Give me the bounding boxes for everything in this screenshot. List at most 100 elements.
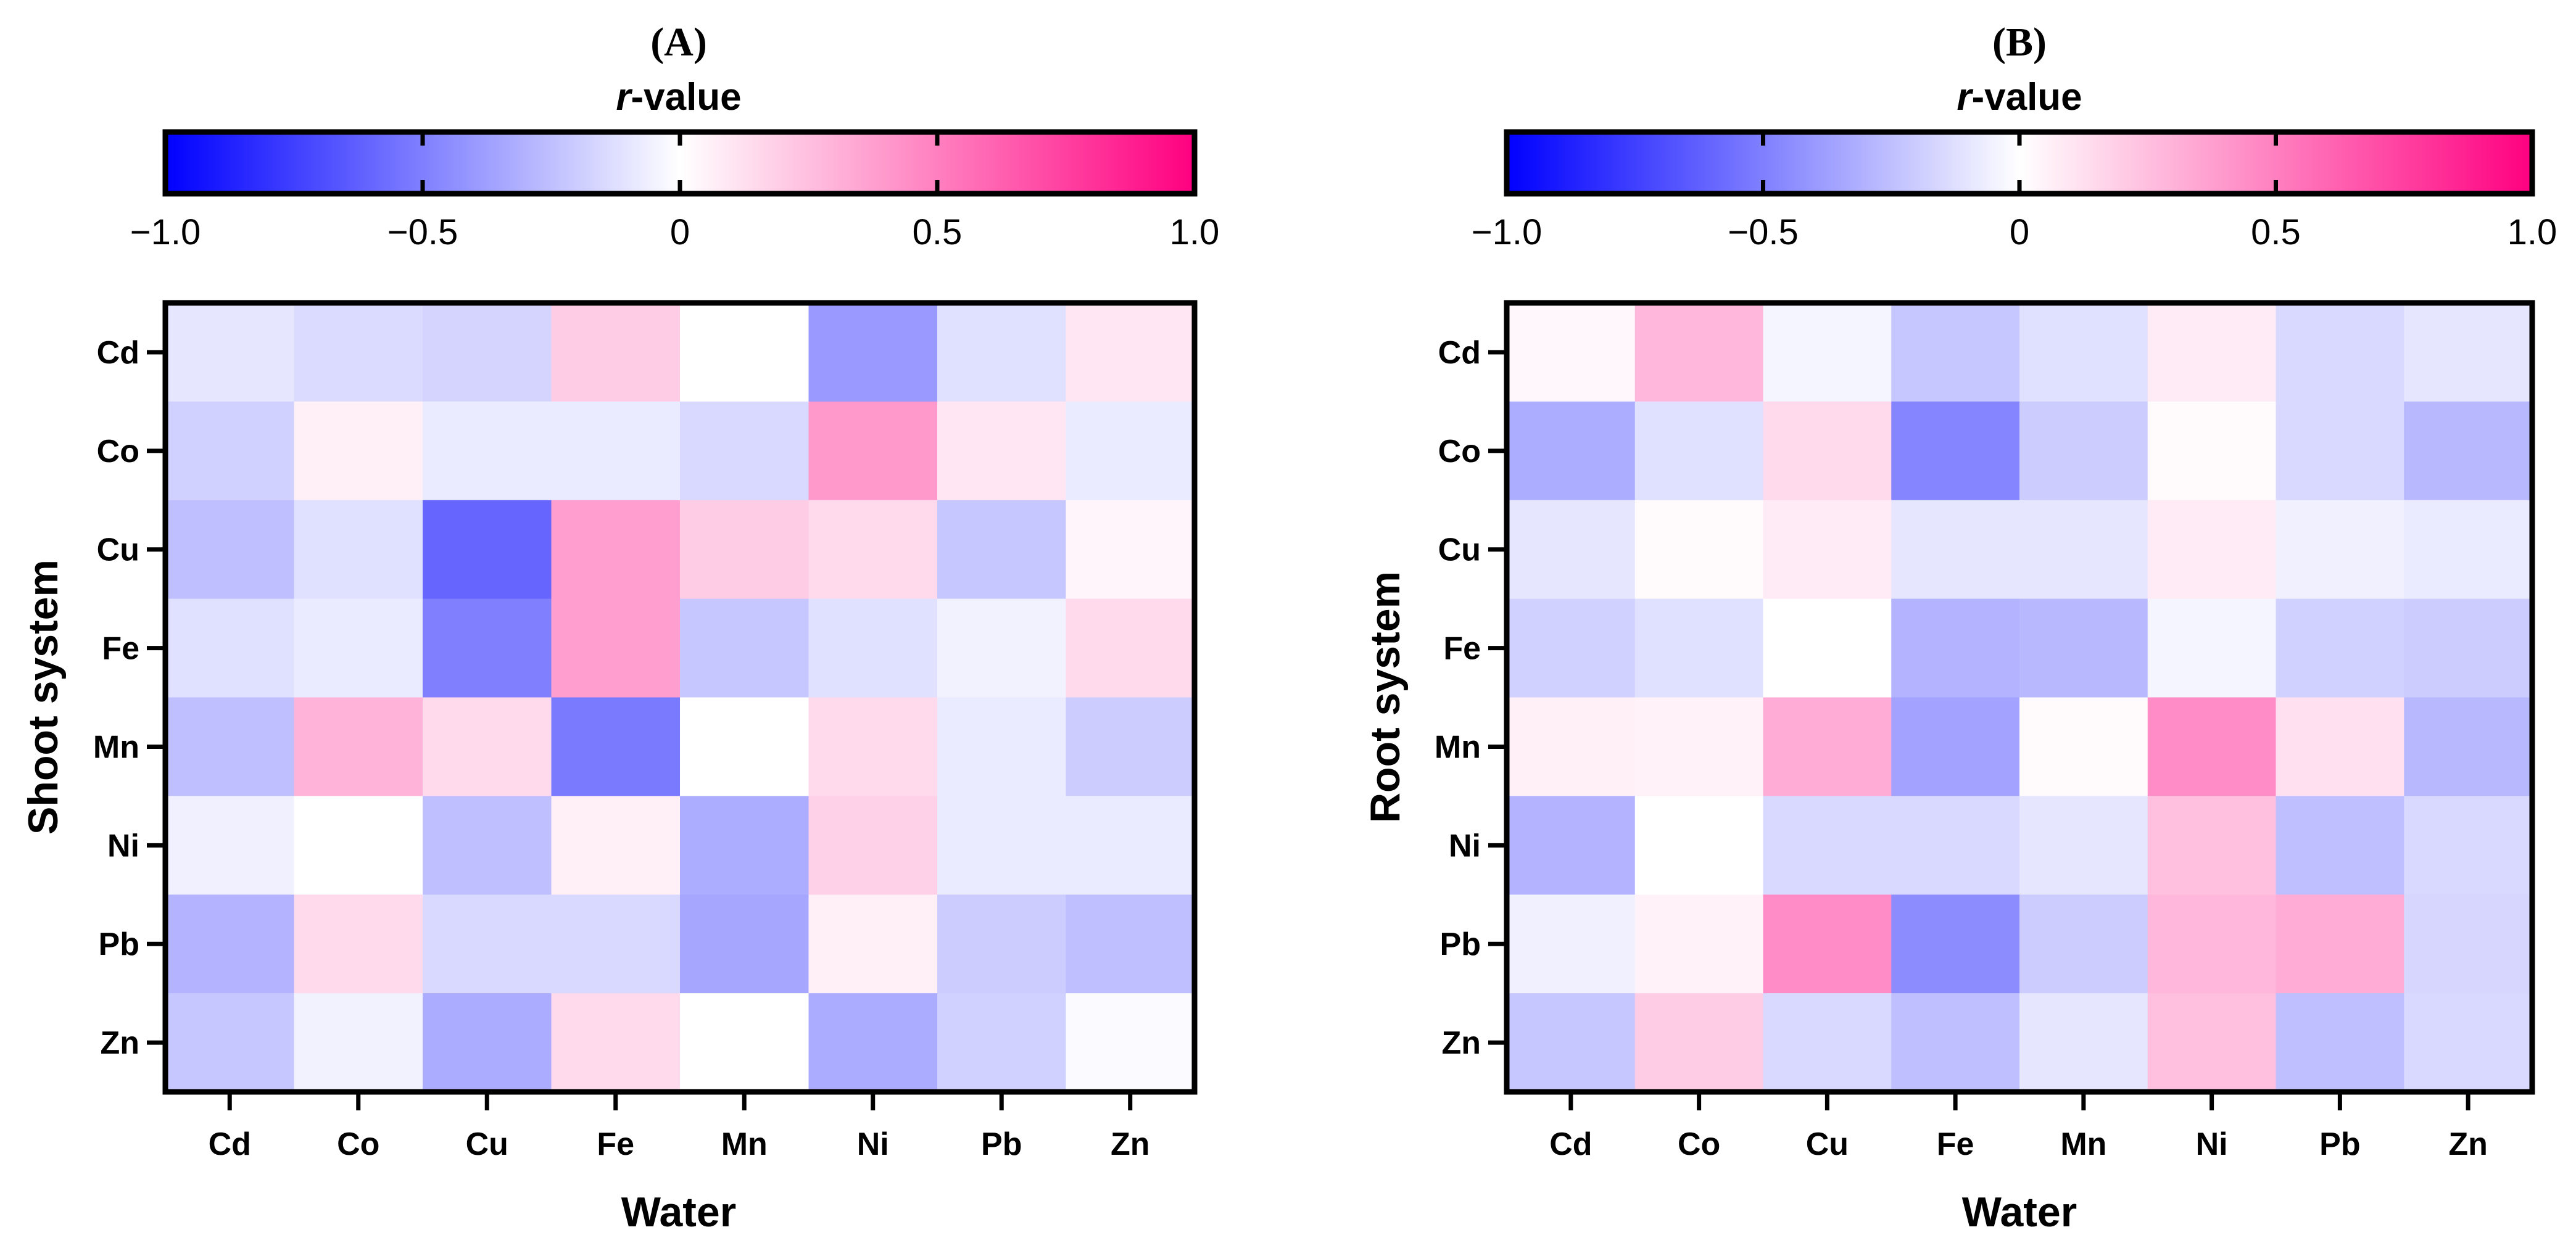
heatmap-cell xyxy=(808,401,938,501)
heatmap-cell xyxy=(294,796,423,895)
heatmap-cell xyxy=(2276,500,2404,600)
heatmap-cell xyxy=(1507,598,1636,698)
colorbar-tick-label: 0.5 xyxy=(2251,212,2301,252)
y-tick-label: Mn xyxy=(93,729,139,765)
heatmap-cell xyxy=(808,500,938,600)
x-tick-label: Zn xyxy=(2448,1126,2488,1162)
heatmap-cell xyxy=(2404,598,2533,698)
heatmap-cell xyxy=(2019,500,2148,600)
heatmap-cell xyxy=(2019,894,2148,994)
heatmap-cell xyxy=(2019,993,2148,1092)
heatmap-cell xyxy=(551,697,681,796)
heatmap-cell xyxy=(423,598,552,698)
heatmap-cell xyxy=(808,697,938,796)
heatmap-cell xyxy=(2019,796,2148,895)
heatmap-cell xyxy=(1634,993,1764,1092)
heatmap-cell xyxy=(551,894,681,994)
heatmap-cell xyxy=(1891,697,2020,796)
heatmap-cell xyxy=(1634,697,1764,796)
colorbar-tick-label: −1.0 xyxy=(1472,212,1543,252)
x-tick-label: Zn xyxy=(1111,1126,1150,1162)
y-tick-label: Ni xyxy=(107,828,139,864)
heatmap-cell xyxy=(165,500,295,600)
heatmap-cell xyxy=(680,303,810,402)
heatmap-cell xyxy=(1891,993,2020,1092)
heatmap-cell xyxy=(2019,401,2148,501)
heatmap-cell xyxy=(294,598,423,698)
heatmap-cell xyxy=(165,697,295,796)
heatmap-cell xyxy=(1066,401,1195,501)
heatmap-cell xyxy=(551,796,681,895)
heatmap-cell xyxy=(2147,697,2277,796)
heatmap-cell xyxy=(2276,993,2404,1092)
x-axis-title: Water xyxy=(1962,1189,2077,1236)
heatmap-cell xyxy=(2276,894,2404,994)
y-tick-label: Zn xyxy=(1441,1025,1481,1061)
heatmap-cell xyxy=(1763,894,1892,994)
heatmap-cell xyxy=(937,697,1067,796)
x-tick-label: Ni xyxy=(2196,1126,2228,1162)
y-axis-ticks: Cd Co Cu Fe Mn Ni Pb Zn xyxy=(93,335,165,1061)
colorbar-ticks: −1.0 −0.5 0 0.5 1.0 xyxy=(130,132,1220,252)
heatmap-cell xyxy=(808,993,938,1092)
colorbar-tick-label: −1.0 xyxy=(130,212,201,252)
heatmap-cell xyxy=(2019,303,2148,402)
heatmap-cell xyxy=(2276,697,2404,796)
heatmap-cell xyxy=(1507,697,1636,796)
panel-b: (B) r-value −1.0 −0.5 0 0.5 1.0 Cd Co Cu Fe Mn Ni… xyxy=(1362,20,2557,1236)
heatmap-cell xyxy=(2276,796,2404,895)
x-tick-label: Co xyxy=(337,1126,379,1162)
heatmap-cell xyxy=(551,993,681,1092)
heatmap-cell xyxy=(1634,303,1764,402)
x-tick-label: Pb xyxy=(2319,1126,2360,1162)
heatmap-cell xyxy=(680,697,810,796)
heatmap-cell xyxy=(2276,598,2404,698)
y-tick-label: Pb xyxy=(99,927,139,962)
heatmap-cell xyxy=(1507,796,1636,895)
heatmap-cell xyxy=(423,697,552,796)
colorbar-title: r-value xyxy=(616,76,741,118)
y-tick-label: Fe xyxy=(1443,631,1481,667)
heatmap-cell xyxy=(1891,796,2020,895)
panel-label: (B) xyxy=(1992,20,2047,65)
colorbar-tick-label: −0.5 xyxy=(1728,212,1799,252)
heatmap-cell xyxy=(1634,894,1764,994)
heatmap-cell xyxy=(1763,500,1892,600)
heatmap-cell xyxy=(1634,796,1764,895)
heatmap-cell xyxy=(2404,697,2533,796)
heatmap-cell xyxy=(2147,401,2277,501)
heatmap-cell xyxy=(294,303,423,402)
heatmap-cell xyxy=(551,500,681,600)
heatmap-cell xyxy=(937,993,1067,1092)
heatmap-cell xyxy=(294,401,423,501)
colorbar-tick-label: 0.5 xyxy=(913,212,963,252)
heatmap-cell xyxy=(423,401,552,501)
heatmap-cell xyxy=(2404,500,2533,600)
x-tick-label: Fe xyxy=(597,1126,634,1162)
colorbar-title: r-value xyxy=(1957,76,2082,118)
heatmap-cell xyxy=(680,500,810,600)
heatmap-cell xyxy=(808,598,938,698)
heatmap-cell xyxy=(808,894,938,994)
heatmap-cell xyxy=(680,598,810,698)
heatmap-cell xyxy=(1763,598,1892,698)
x-axis-ticks: Cd Co Cu Fe Mn Ni Pb Zn xyxy=(209,1092,1150,1162)
y-tick-label: Pb xyxy=(1440,927,1481,962)
heatmap-cell xyxy=(1066,598,1195,698)
heatmap-cell xyxy=(423,500,552,600)
heatmap-cell xyxy=(2147,993,2277,1092)
x-tick-label: Fe xyxy=(1937,1126,1974,1162)
heatmap-cell xyxy=(2147,894,2277,994)
heatmap-cell xyxy=(1634,598,1764,698)
heatmap-cell xyxy=(423,894,552,994)
heatmap-cell xyxy=(937,796,1067,895)
heatmap-cell xyxy=(680,796,810,895)
heatmap-cell xyxy=(680,401,810,501)
heatmap-cell xyxy=(2276,303,2404,402)
heatmap-cell xyxy=(1066,796,1195,895)
heatmap-cell xyxy=(2404,993,2533,1092)
heatmap-cell xyxy=(294,894,423,994)
heatmap-cell xyxy=(1066,697,1195,796)
colorbar-tick-label: 1.0 xyxy=(1170,212,1220,252)
heatmap-cell xyxy=(2147,303,2277,402)
